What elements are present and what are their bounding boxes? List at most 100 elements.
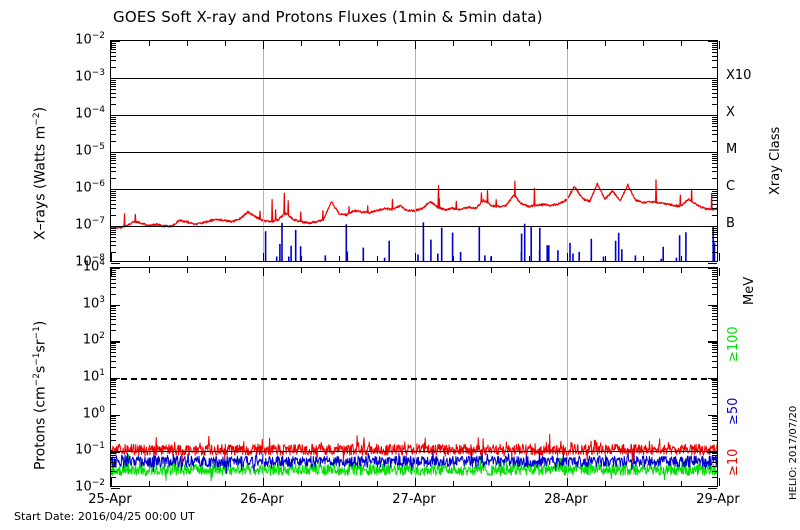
ytick-label: 10−6 xyxy=(75,179,105,196)
axis-x-tick xyxy=(187,256,188,261)
axis-minor-tick xyxy=(111,454,116,456)
axis-minor-tick xyxy=(712,310,717,312)
axis-minor-tick xyxy=(712,229,717,231)
axis-minor-tick xyxy=(111,276,116,278)
axis-minor-tick xyxy=(111,155,116,157)
axis-minor-tick xyxy=(111,177,116,179)
axis-x-tick xyxy=(567,268,568,276)
axis-minor-tick xyxy=(712,433,717,435)
axis-x-tick xyxy=(301,256,302,261)
axis-minor-tick xyxy=(712,153,717,155)
axis-minor-tick xyxy=(712,44,717,46)
axis-minor-tick xyxy=(111,234,116,236)
axis-minor-tick xyxy=(712,457,717,458)
axis-x-tick xyxy=(605,268,606,273)
axis-x-tick xyxy=(491,256,492,261)
axis-minor-tick xyxy=(111,343,116,344)
axis-x-tick xyxy=(301,481,302,486)
axis-minor-tick xyxy=(712,454,717,456)
axis-minor-tick xyxy=(712,319,717,321)
ytick-label: 10−3 xyxy=(75,68,105,85)
axis-minor-tick xyxy=(712,49,717,51)
axis-major-tick xyxy=(708,451,717,453)
axis-minor-tick xyxy=(111,103,116,105)
axis-minor-tick xyxy=(111,416,116,418)
axis-minor-tick xyxy=(111,389,116,391)
axis-minor-tick xyxy=(712,177,717,179)
axis-minor-tick xyxy=(111,287,116,289)
axis-x-tick xyxy=(377,481,378,486)
axis-minor-tick xyxy=(712,282,717,284)
proton-alert-threshold-line xyxy=(111,378,717,380)
axis-minor-tick xyxy=(712,287,717,289)
axis-x-tick xyxy=(415,478,416,486)
axis-x-tick xyxy=(263,268,264,276)
xray-class-label-c: C xyxy=(726,179,736,194)
xray-class-threshold-line xyxy=(111,152,717,153)
axis-x-tick xyxy=(719,41,720,49)
axis-minor-tick xyxy=(111,293,116,295)
ytick-label: 103 xyxy=(82,294,105,311)
axis-minor-tick xyxy=(111,157,116,159)
ytick-label: 10−5 xyxy=(75,142,105,159)
axis-minor-tick xyxy=(111,465,116,467)
ytick-label: 101 xyxy=(82,368,105,385)
axis-minor-tick xyxy=(712,397,717,399)
axis-minor-tick xyxy=(712,465,717,467)
xtick-label: 27-Apr xyxy=(392,492,436,507)
axis-x-tick xyxy=(225,256,226,261)
axis-minor-tick xyxy=(712,279,717,281)
axis-minor-tick xyxy=(111,55,116,57)
ytick-label: 102 xyxy=(82,331,105,348)
axis-x-tick xyxy=(415,268,416,276)
axis-minor-tick xyxy=(712,237,717,239)
axis-minor-tick xyxy=(111,269,116,271)
axis-minor-tick xyxy=(111,197,116,199)
axis-minor-tick xyxy=(111,86,116,88)
axis-x-tick xyxy=(453,268,454,273)
axis-minor-tick xyxy=(111,118,116,120)
axis-minor-tick xyxy=(111,42,116,44)
axis-major-tick xyxy=(708,189,717,191)
axis-minor-tick xyxy=(111,192,116,194)
proton-energy-label: ≥50 xyxy=(726,397,741,425)
axis-minor-tick xyxy=(111,392,116,394)
axis-x-tick xyxy=(377,256,378,261)
axis-minor-tick xyxy=(712,453,717,454)
axis-minor-tick xyxy=(712,355,717,357)
axis-x-tick xyxy=(491,41,492,46)
axis-major-tick xyxy=(708,414,717,416)
axis-major-tick xyxy=(111,226,120,228)
axis-minor-tick xyxy=(712,245,717,247)
axis-x-tick xyxy=(643,41,644,46)
axis-x-tick xyxy=(149,481,150,486)
axis-minor-tick xyxy=(111,245,116,247)
axis-minor-tick xyxy=(111,134,116,136)
axis-minor-tick xyxy=(712,240,717,242)
axis-x-tick xyxy=(605,481,606,486)
axis-x-tick xyxy=(111,268,112,276)
axis-x-tick xyxy=(605,41,606,46)
axis-minor-tick xyxy=(712,155,717,157)
axis-minor-tick xyxy=(712,166,717,168)
axis-minor-tick xyxy=(712,66,717,68)
axis-minor-tick xyxy=(712,79,717,81)
axis-minor-tick xyxy=(111,383,116,385)
axis-minor-tick xyxy=(111,306,116,308)
axis-x-tick xyxy=(719,268,720,276)
axis-minor-tick xyxy=(111,140,116,142)
axis-minor-tick xyxy=(111,203,116,205)
axis-major-tick xyxy=(111,115,120,117)
xray-plot-area xyxy=(111,41,717,261)
axis-major-tick xyxy=(111,263,120,265)
axis-x-tick xyxy=(605,256,606,261)
axis-minor-tick xyxy=(111,163,116,165)
axis-minor-tick xyxy=(712,312,717,314)
axis-x-tick xyxy=(681,41,682,46)
axis-minor-tick xyxy=(111,315,116,317)
axis-x-tick xyxy=(187,268,188,273)
axis-minor-tick xyxy=(111,126,116,128)
axis-x-tick xyxy=(415,253,416,261)
axis-x-tick xyxy=(681,256,682,261)
axis-x-tick xyxy=(149,256,150,261)
